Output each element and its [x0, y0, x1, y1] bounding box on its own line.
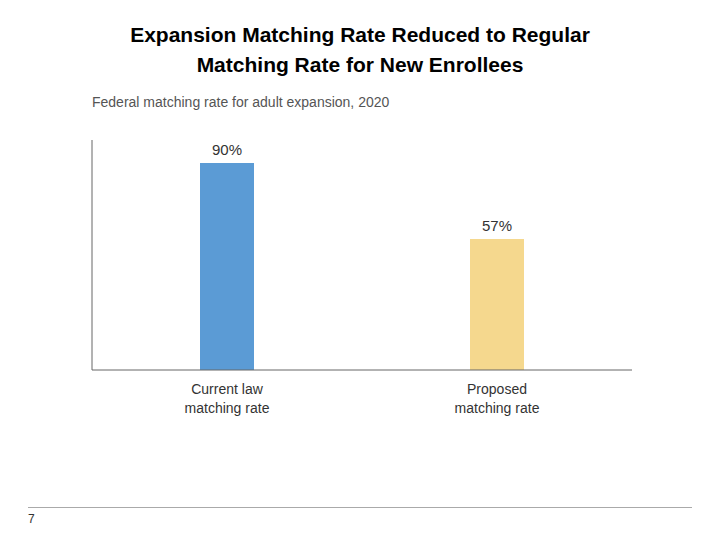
html-text:7: 7 [28, 512, 35, 526]
html-text:Expansion Matching Rate Reduce: Expansion Matching Rate Reduced to Regul… [130, 23, 590, 46]
html-text:Federal matching rate for adul: Federal matching rate for adult expansio… [92, 94, 390, 110]
svg-text:Current lawmatching rate: Current lawmatching rate [185, 381, 270, 416]
html-text:Matching Rate for New Enrollee: Matching Rate for New Enrollees [196, 53, 524, 76]
svg-text:90%: 90% [212, 141, 242, 158]
svg-text:57%: 57% [482, 217, 512, 234]
svg-text:Proposedmatching rate: Proposedmatching rate [455, 381, 540, 416]
